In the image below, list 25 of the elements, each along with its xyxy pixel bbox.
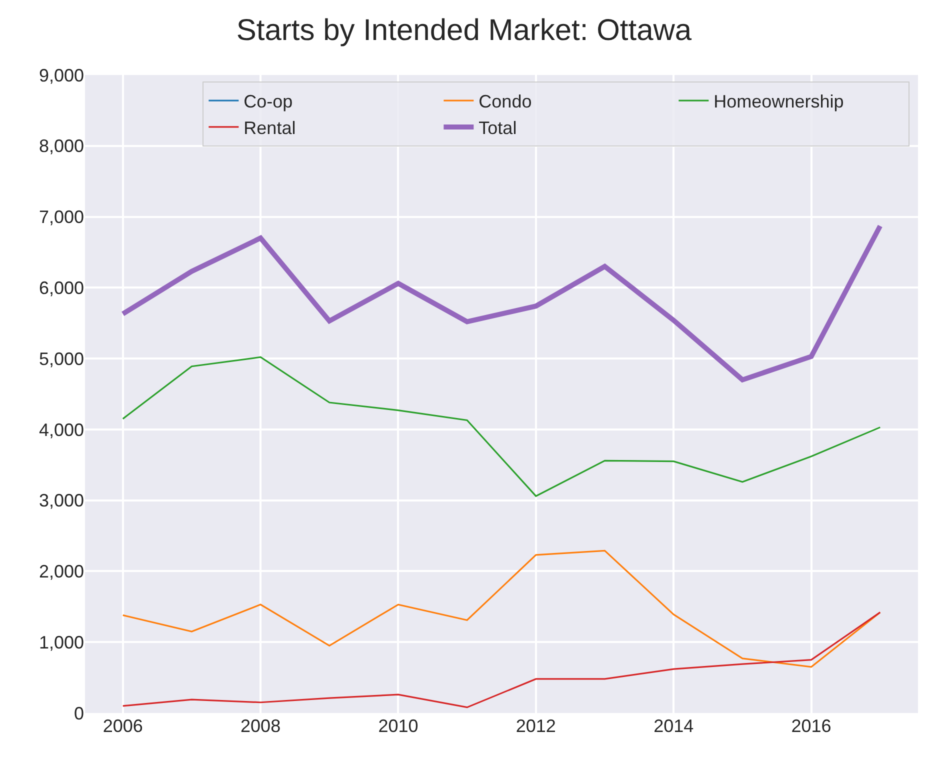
y-tick-label: 6,000 xyxy=(38,278,84,298)
line-series xyxy=(122,550,881,668)
y-tick-label: 4,000 xyxy=(38,420,84,440)
y-tick-label: 1,000 xyxy=(38,632,84,652)
y-tick-label: 3,000 xyxy=(38,490,84,511)
x-tick-label: 2016 xyxy=(791,716,832,736)
y-tick-label: 8,000 xyxy=(38,136,84,156)
x-tick-label: 2012 xyxy=(516,716,556,736)
legend-label: Condo xyxy=(478,92,532,112)
y-tick-label: 5,000 xyxy=(38,348,84,369)
legend-label: Co-op xyxy=(244,92,293,112)
legend-label: Rental xyxy=(244,118,296,138)
line-series xyxy=(122,356,881,497)
y-tick-label: 9,000 xyxy=(38,65,84,86)
line-series xyxy=(122,612,881,708)
legend-label: Homeownership xyxy=(714,92,844,112)
x-tick-label: 2014 xyxy=(654,716,694,736)
y-tick-label: 2,000 xyxy=(38,562,84,582)
y-tick-label: 0 xyxy=(74,703,84,724)
y-tick-label: 7,000 xyxy=(38,207,84,228)
x-tick-label: 2006 xyxy=(102,716,143,736)
chart-title: Starts by Intended Market: Ottawa xyxy=(236,14,692,48)
x-tick-label: 2010 xyxy=(378,716,418,736)
x-tick-label: 2008 xyxy=(240,716,281,736)
legend-label: Total xyxy=(478,118,517,138)
